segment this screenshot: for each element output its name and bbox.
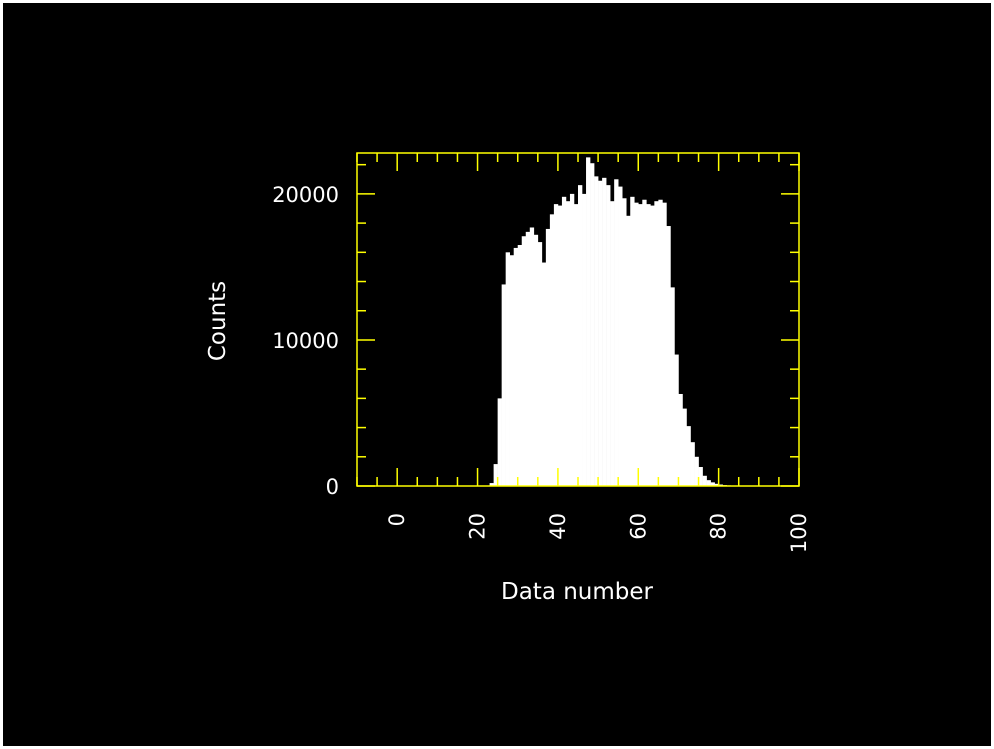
y-tick-label: 20000 — [272, 183, 339, 207]
y-tick-label: 0 — [326, 475, 339, 499]
histogram-bar — [586, 157, 591, 486]
histogram-bar — [618, 186, 623, 486]
histogram-bar — [525, 231, 531, 486]
histogram-bar — [630, 196, 635, 486]
histogram-bar — [565, 201, 571, 486]
histogram-bar — [553, 204, 559, 487]
histogram-bar — [646, 204, 651, 487]
histogram-bar — [634, 202, 639, 486]
x-tick-label: 60 — [626, 513, 650, 540]
histogram-bar — [594, 176, 599, 487]
axis-ticks — [356, 153, 800, 487]
histogram-bar — [622, 198, 627, 487]
x-tick-label: 100 — [787, 513, 811, 553]
histogram-bar — [545, 228, 551, 486]
histogram-bar — [678, 393, 683, 486]
x-axis-label: Data number — [501, 579, 654, 605]
histogram-bar — [598, 180, 603, 486]
x-tick-label: 40 — [546, 513, 570, 540]
histogram-bar — [497, 398, 502, 486]
histogram-bar — [541, 262, 547, 486]
histogram-bar — [561, 196, 567, 486]
histogram-bar — [670, 287, 675, 486]
histogram-bar — [569, 193, 575, 487]
histogram-bar — [710, 482, 715, 486]
histogram-bar — [537, 242, 543, 486]
x-tick-label: 20 — [466, 513, 490, 540]
histogram-bar — [626, 215, 631, 487]
histogram-bar — [682, 408, 687, 486]
histogram-bar — [654, 201, 659, 486]
histogram-bar — [694, 456, 699, 486]
histogram-bar — [590, 163, 595, 486]
histogram-bar — [549, 214, 555, 486]
histogram-bar — [614, 179, 619, 486]
plot-window: 0 20 40 60 80 100 0 10000 20000 Data number Cou… — [3, 3, 991, 746]
histogram-bar — [714, 483, 719, 486]
histogram-bar — [493, 464, 498, 486]
histogram-bar — [602, 177, 607, 486]
histogram-bar — [582, 193, 587, 487]
histogram-bar — [505, 252, 510, 486]
histogram-bar — [662, 202, 667, 486]
histogram-bar — [557, 205, 563, 486]
histogram-bar — [706, 480, 711, 486]
x-tick-label: 80 — [707, 513, 731, 540]
histogram-bars — [489, 157, 744, 487]
histogram-bar — [686, 426, 691, 486]
x-tick-labels: 0 20 40 60 80 100 — [385, 513, 811, 553]
histogram-bar — [578, 185, 583, 486]
histogram-bar — [501, 284, 506, 486]
histogram-bar — [517, 245, 523, 486]
histogram-bar — [642, 199, 647, 486]
histogram-bar — [509, 255, 515, 486]
histogram-bar — [658, 199, 663, 486]
histogram-bar — [529, 227, 535, 486]
histogram-bar — [533, 234, 539, 486]
histogram-bar — [666, 226, 671, 487]
histogram-bar — [513, 247, 519, 486]
histogram-bar — [690, 442, 695, 486]
y-tick-labels: 0 10000 20000 — [272, 183, 339, 499]
histogram-bar — [650, 205, 655, 486]
histogram-bar — [610, 201, 615, 486]
histogram-bar — [702, 475, 707, 486]
y-tick-label: 10000 — [272, 329, 339, 353]
histogram-bar — [521, 236, 527, 486]
histogram-bar — [573, 204, 579, 487]
histogram-bar — [674, 354, 679, 486]
x-tick-label: 0 — [385, 513, 409, 526]
histogram-bar — [698, 467, 703, 486]
histogram-bar — [489, 483, 494, 486]
histogram-chart: 0 20 40 60 80 100 0 10000 20000 Data number Cou… — [205, 152, 811, 605]
histogram-bar — [638, 204, 643, 487]
y-axis-label: Counts — [205, 281, 231, 361]
histogram-bar — [606, 185, 611, 486]
